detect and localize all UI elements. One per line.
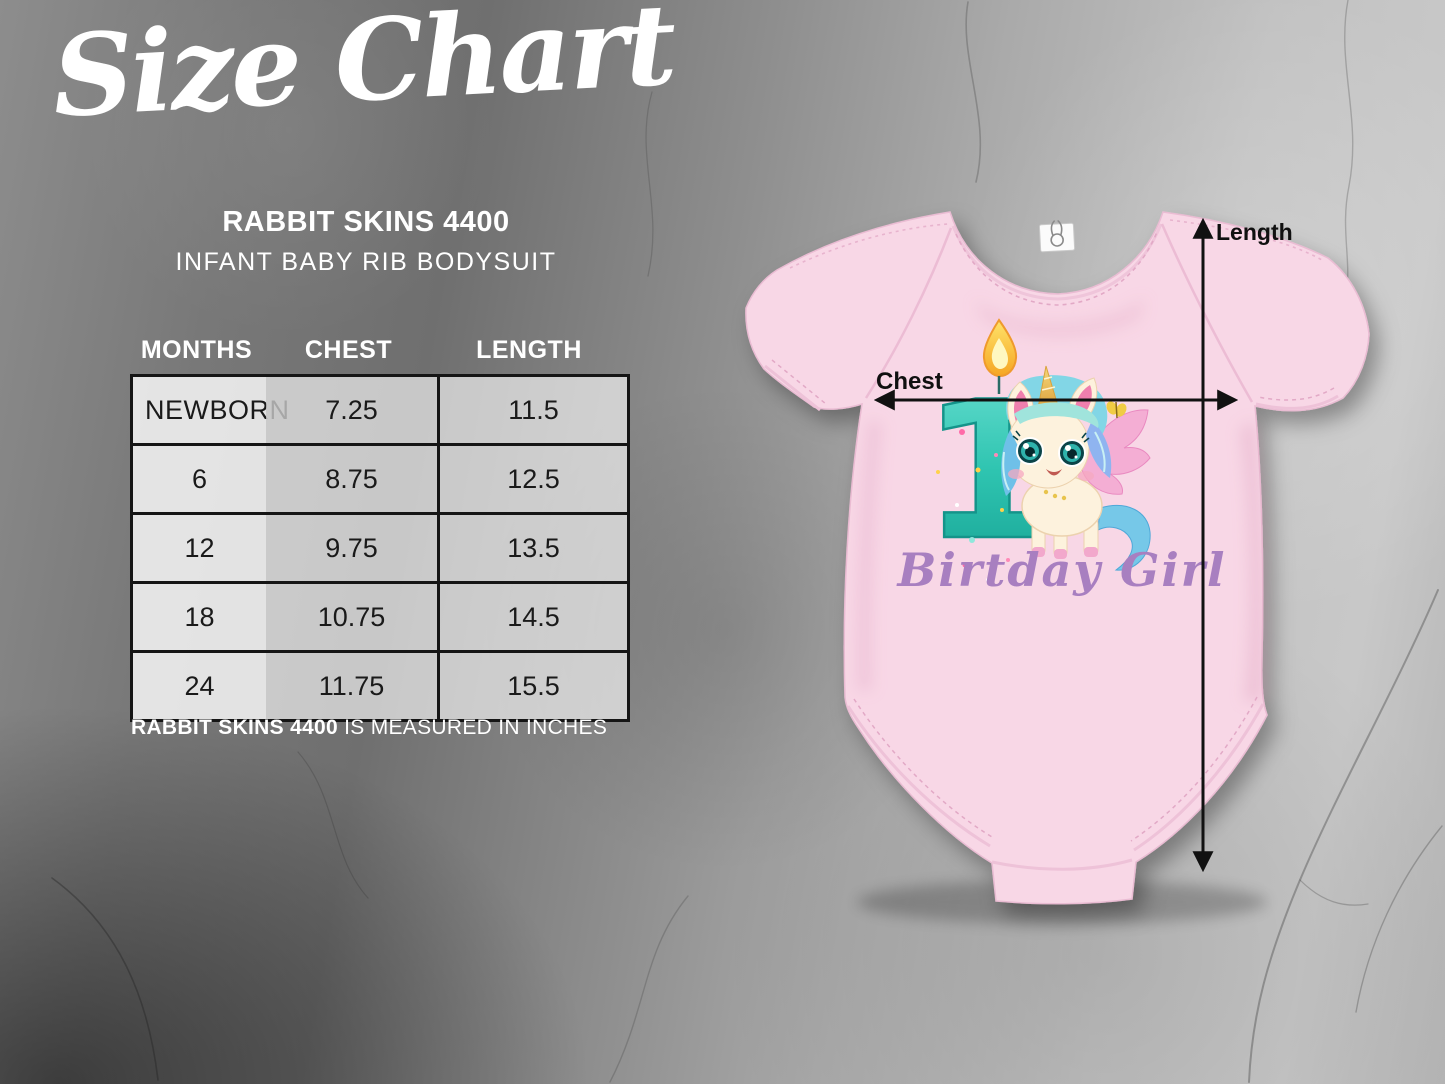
cell-length: 12.5: [437, 446, 627, 512]
neckline: [789, 219, 1323, 306]
measurement-annotations: Length Chest: [873, 217, 1293, 873]
mouth: [1046, 469, 1062, 476]
cell-chest: 11.75: [266, 653, 437, 719]
cell-chest: 7.25: [266, 377, 437, 443]
table-row: 12 9.75 13.5: [133, 512, 627, 581]
table-row: NEWBORN 7.25 11.5: [133, 377, 627, 443]
table-row: 24 11.75 15.5: [133, 650, 627, 719]
table-row: 6 8.75 12.5: [133, 443, 627, 512]
footnote-text: IS MEASURED IN INCHES: [338, 716, 608, 739]
fabric-shading: [856, 298, 1264, 702]
measurement-footnote: RABBIT SKINS 4400 IS MEASURED IN INCHES: [131, 716, 607, 740]
product-type: INFANT BABY RIB BODYSUIT: [175, 248, 557, 276]
cell-length: 13.5: [437, 515, 627, 581]
tail: [1097, 504, 1151, 571]
footnote-product: RABBIT SKINS 4400: [131, 716, 338, 739]
size-table: MONTHS CHEST LENGTH NEWBORN 7.25 11.5 6 …: [130, 328, 630, 722]
eyes: [1012, 430, 1090, 467]
chest-label: Chest: [876, 368, 943, 395]
page-title: Size Chart: [49, 0, 677, 143]
cell-months: NEWBORN: [133, 377, 289, 443]
design-caption: Birtday Girl: [895, 543, 1226, 597]
table-row: 18 10.75 14.5: [133, 581, 627, 650]
cell-length: 11.5: [437, 377, 627, 443]
size-table-header: MONTHS CHEST LENGTH: [130, 328, 630, 372]
bodysuit-mockup: 1: [745, 211, 1370, 924]
length-label: Length: [1216, 219, 1293, 245]
cell-chest: 9.75: [266, 515, 437, 581]
rabbit-logo-icon: [1050, 220, 1064, 247]
candle-flame: [982, 318, 1018, 394]
column-header-chest: CHEST: [304, 335, 393, 364]
cell-length: 15.5: [437, 653, 627, 719]
cell-chest: 10.75: [266, 584, 437, 650]
column-header-length: LENGTH: [476, 335, 582, 364]
product-name: RABBIT SKINS 4400: [222, 206, 510, 238]
necklace: [1043, 489, 1067, 501]
confetti-dots: [936, 429, 1010, 582]
cell-length: 14.5: [437, 584, 627, 650]
neck-tag: [1038, 220, 1076, 253]
cell-months: 18: [133, 584, 266, 650]
blush: [1008, 469, 1024, 479]
size-table-body: NEWBORN 7.25 11.5 6 8.75 12.5 12 9.75 13…: [130, 374, 630, 722]
cell-months: 12: [133, 515, 266, 581]
sleeve-hems: [764, 359, 1339, 412]
cell-months: 24: [133, 653, 266, 719]
cell-months: 6: [133, 446, 266, 512]
cell-chest: 8.75: [266, 446, 437, 512]
column-header-months: MONTHS: [140, 335, 253, 364]
blush: [1078, 471, 1094, 481]
